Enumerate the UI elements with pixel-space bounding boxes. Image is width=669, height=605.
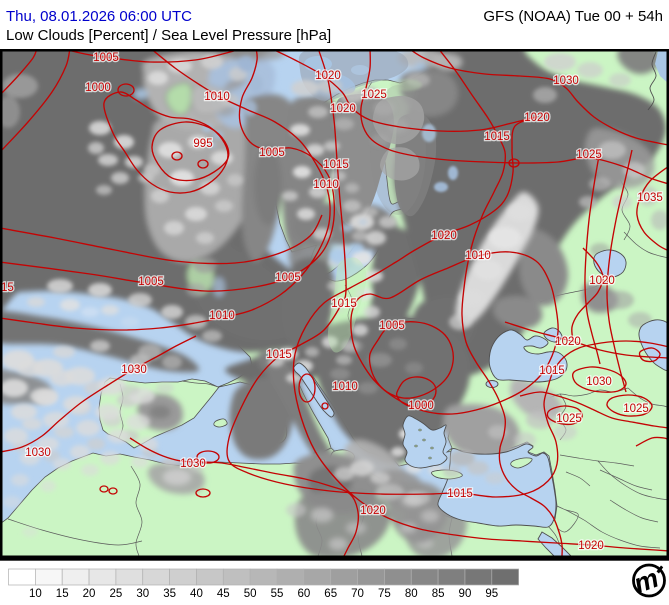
svg-text:1030: 1030 [180, 458, 206, 470]
svg-text:1020: 1020 [360, 505, 386, 517]
svg-text:35: 35 [163, 588, 176, 600]
svg-text:Thu, 08.01.2026 06:00 UTC: Thu, 08.01.2026 06:00 UTC [6, 8, 192, 25]
svg-text:1030: 1030 [121, 364, 147, 376]
svg-text:70: 70 [351, 588, 364, 600]
svg-text:1015: 1015 [331, 298, 357, 310]
svg-text:45: 45 [217, 588, 230, 600]
svg-text:1010: 1010 [313, 179, 339, 191]
svg-text:95: 95 [485, 588, 498, 600]
svg-text:65: 65 [324, 588, 337, 600]
svg-text:80: 80 [405, 588, 418, 600]
svg-text:1010: 1010 [332, 381, 358, 393]
svg-text:15: 15 [56, 588, 69, 600]
svg-text:40: 40 [190, 588, 203, 600]
svg-text:1015: 1015 [484, 131, 510, 143]
svg-text:1005: 1005 [259, 147, 285, 159]
svg-text:1030: 1030 [586, 376, 612, 388]
svg-text:1015: 1015 [447, 488, 473, 500]
svg-text:1020: 1020 [330, 103, 356, 115]
svg-text:1010: 1010 [465, 250, 491, 262]
svg-text:1000: 1000 [85, 82, 111, 94]
svg-text:25: 25 [110, 588, 123, 600]
svg-text:30: 30 [136, 588, 149, 600]
svg-text:1025: 1025 [361, 89, 387, 101]
svg-text:1000: 1000 [408, 400, 434, 412]
svg-text:1020: 1020 [589, 275, 615, 287]
svg-text:1015: 1015 [0, 282, 14, 294]
svg-text:1025: 1025 [556, 413, 582, 425]
svg-text:10: 10 [29, 588, 42, 600]
svg-text:1015: 1015 [266, 349, 292, 361]
svg-text:GFS (NOAA) Tue 00 + 54h: GFS (NOAA) Tue 00 + 54h [483, 8, 663, 25]
svg-text:1010: 1010 [209, 310, 235, 322]
svg-text:90: 90 [459, 588, 472, 600]
svg-text:1020: 1020 [555, 336, 581, 348]
svg-text:1005: 1005 [379, 320, 405, 332]
svg-text:1035: 1035 [637, 192, 663, 204]
svg-text:1005: 1005 [93, 52, 119, 64]
svg-text:1020: 1020 [578, 540, 604, 552]
svg-text:75: 75 [378, 588, 391, 600]
svg-text:55: 55 [271, 588, 284, 600]
svg-text:60: 60 [297, 588, 310, 600]
svg-text:1005: 1005 [138, 276, 164, 288]
svg-text:1015: 1015 [539, 365, 565, 377]
svg-text:995: 995 [193, 138, 212, 150]
svg-text:20: 20 [83, 588, 96, 600]
svg-text:1020: 1020 [431, 230, 457, 242]
svg-text:1025: 1025 [623, 403, 649, 415]
svg-text:85: 85 [432, 588, 445, 600]
svg-text:1015: 1015 [323, 159, 349, 171]
svg-text:1025: 1025 [576, 149, 602, 161]
svg-text:50: 50 [244, 588, 257, 600]
svg-text:Low Clouds [Percent] / Sea Lev: Low Clouds [Percent] / Sea Level Pressur… [6, 27, 331, 44]
svg-text:1005: 1005 [275, 272, 301, 284]
svg-text:1010: 1010 [204, 91, 230, 103]
svg-text:1030: 1030 [25, 447, 51, 459]
svg-text:1020: 1020 [524, 112, 550, 124]
svg-text:1020: 1020 [315, 70, 341, 82]
svg-text:1030: 1030 [553, 75, 579, 87]
